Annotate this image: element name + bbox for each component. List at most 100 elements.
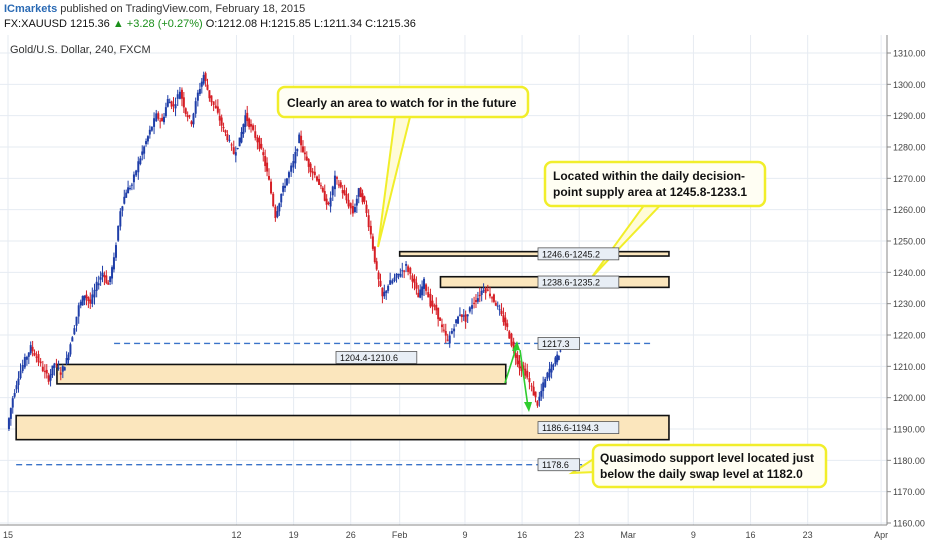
candle-body bbox=[498, 309, 501, 311]
candle-body bbox=[550, 364, 553, 373]
annotation-text: Clearly an area to watch for in the futu… bbox=[287, 96, 517, 110]
candle-body bbox=[460, 314, 463, 318]
candle-body bbox=[65, 357, 68, 365]
candle-body bbox=[130, 184, 133, 186]
candle-body bbox=[294, 151, 297, 164]
candle-body bbox=[491, 297, 494, 299]
symbol-label: FX:XAUUSD bbox=[4, 18, 67, 30]
price-tag bbox=[537, 421, 620, 434]
candle-body bbox=[423, 278, 426, 289]
callout-box[interactable] bbox=[591, 443, 828, 489]
candle-body bbox=[478, 294, 481, 297]
callout-box[interactable] bbox=[543, 160, 767, 208]
candle-body bbox=[512, 341, 515, 350]
candle-body bbox=[559, 350, 562, 352]
price-tag-label: 1217.3 bbox=[542, 339, 570, 349]
candle-body bbox=[168, 102, 171, 104]
candle-body bbox=[91, 294, 94, 304]
candle-body bbox=[155, 113, 158, 122]
zone-box[interactable] bbox=[56, 363, 507, 385]
candle-body bbox=[435, 304, 438, 311]
published-text: published on TradingView.com, February 1… bbox=[60, 3, 306, 15]
candle-body bbox=[198, 89, 201, 94]
candle-body bbox=[31, 346, 34, 352]
candle-body bbox=[552, 365, 555, 367]
candle-body bbox=[361, 193, 364, 203]
candle-body bbox=[496, 305, 499, 307]
x-tick-label: 26 bbox=[346, 530, 356, 540]
candle-body bbox=[41, 366, 44, 372]
publisher-line: ICmarkets published on TradingView.com, … bbox=[4, 3, 305, 15]
candle-body bbox=[300, 135, 303, 146]
candle-body bbox=[107, 282, 110, 285]
candle-body bbox=[254, 131, 257, 138]
candle-body bbox=[369, 225, 372, 235]
candle-body bbox=[455, 319, 458, 324]
candle-body bbox=[192, 113, 195, 125]
candle-body bbox=[548, 368, 551, 378]
candle-body bbox=[63, 367, 66, 371]
candle-body bbox=[161, 117, 164, 122]
candle-body bbox=[431, 300, 434, 307]
candle-body bbox=[391, 280, 394, 284]
y-tick-label: 1190.00 bbox=[893, 425, 925, 435]
candle-body bbox=[224, 130, 227, 133]
candle-body bbox=[280, 193, 283, 203]
candle-body bbox=[49, 374, 52, 381]
candle-body bbox=[186, 115, 189, 118]
candle-body bbox=[105, 275, 108, 283]
chart-area[interactable]: Clearly an area to watch for in the futu… bbox=[0, 35, 932, 550]
candle-body bbox=[232, 147, 235, 154]
callout-box[interactable] bbox=[276, 85, 530, 119]
candle-body bbox=[556, 354, 559, 363]
candle-body bbox=[458, 314, 461, 316]
candle-body bbox=[442, 329, 445, 331]
projection-arrow bbox=[519, 349, 529, 408]
candle-body bbox=[439, 317, 442, 321]
x-tick-label: 16 bbox=[517, 530, 527, 540]
y-tick-label: 1210.00 bbox=[893, 362, 926, 372]
candle-body bbox=[530, 385, 533, 387]
candle-body bbox=[385, 290, 388, 294]
price-tag bbox=[537, 275, 620, 289]
candle-body bbox=[234, 152, 237, 156]
x-tick-label: 23 bbox=[803, 530, 813, 540]
candle-body bbox=[425, 284, 428, 291]
candle-body bbox=[335, 177, 338, 179]
x-tick-label: Feb bbox=[392, 530, 408, 540]
candle-body bbox=[298, 134, 301, 143]
candle-body bbox=[59, 372, 62, 375]
candle-body bbox=[190, 121, 193, 125]
candle-body bbox=[132, 174, 135, 183]
candle-body bbox=[528, 378, 531, 383]
candle-body bbox=[226, 134, 229, 141]
y-tick-label: 1160.00 bbox=[893, 519, 925, 529]
candle-body bbox=[210, 95, 213, 103]
candle-body bbox=[518, 360, 521, 369]
candle-body bbox=[101, 272, 104, 277]
candle-body bbox=[383, 291, 386, 297]
candle-body bbox=[319, 185, 322, 187]
candle-body bbox=[267, 175, 270, 180]
candle-body bbox=[349, 203, 352, 209]
candle-body bbox=[39, 361, 42, 364]
candle-body bbox=[468, 307, 471, 312]
candle-body bbox=[148, 129, 151, 135]
candle-body bbox=[13, 393, 16, 397]
candle-body bbox=[367, 215, 370, 228]
candle-body bbox=[51, 365, 54, 376]
candle-body bbox=[429, 293, 432, 307]
candle-body bbox=[457, 316, 460, 324]
candle-body bbox=[514, 352, 517, 358]
brand-logo-text[interactable]: ICmarkets bbox=[4, 3, 58, 15]
ohlc-values: O:1212.08 H:1215.85 L:1211.34 C:1215.36 bbox=[205, 18, 416, 30]
candle-body bbox=[75, 316, 78, 326]
candle-body bbox=[375, 261, 378, 270]
candle-body bbox=[303, 152, 306, 155]
candle-body bbox=[214, 105, 217, 109]
candle-body bbox=[25, 356, 28, 360]
candle-body bbox=[554, 357, 557, 365]
candle-body bbox=[407, 266, 410, 272]
price-chart[interactable]: Clearly an area to watch for in the futu… bbox=[0, 35, 932, 550]
zone-box[interactable] bbox=[398, 250, 670, 257]
